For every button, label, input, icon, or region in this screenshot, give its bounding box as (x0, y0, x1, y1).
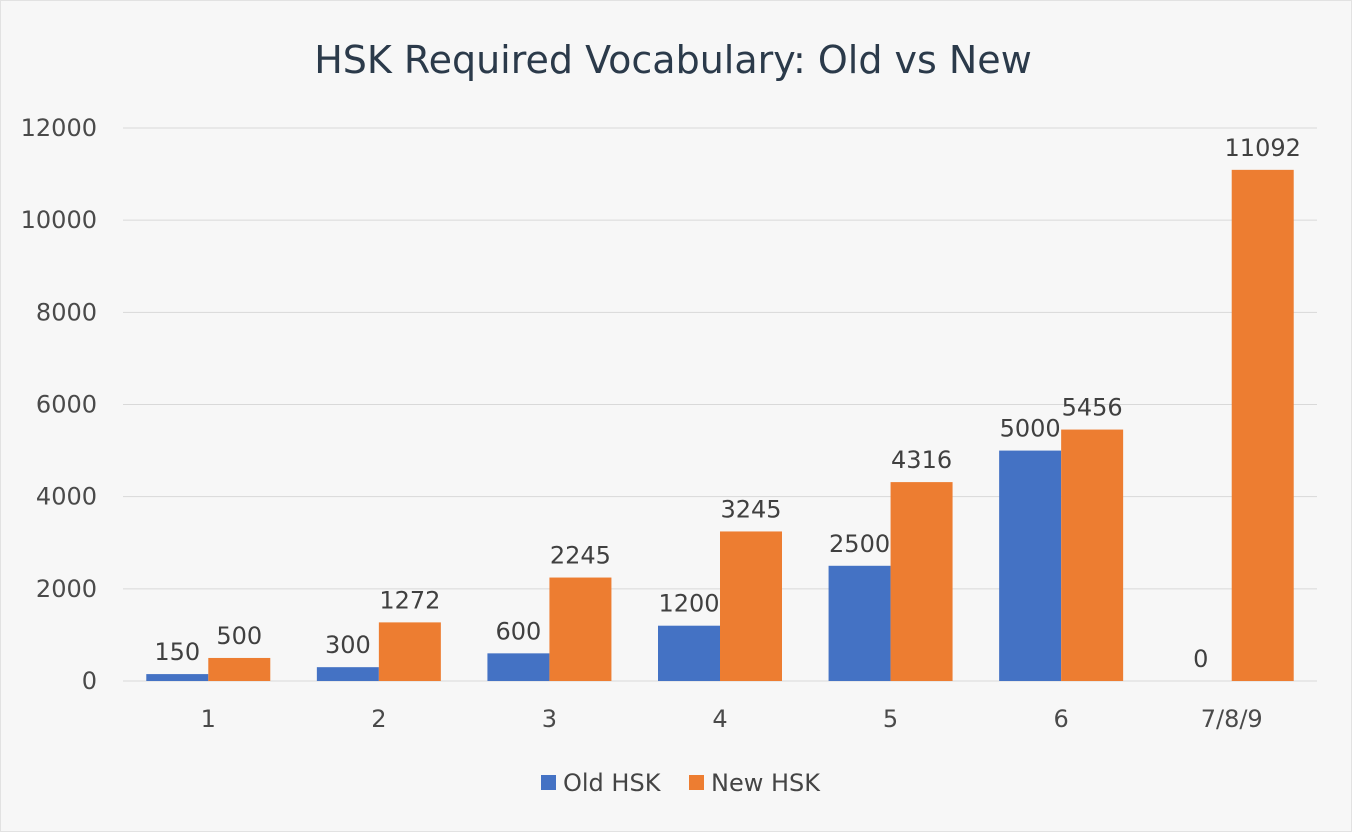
chart-title: HSK Required Vocabulary: Old vs New (314, 38, 1032, 82)
y-tick-label: 0 (82, 667, 97, 695)
bar-old-hsk (999, 450, 1062, 681)
legend-swatch (541, 775, 556, 790)
x-tick-label: 4 (712, 705, 727, 733)
bar-new-hsk (549, 577, 612, 681)
data-label: 0 (1193, 645, 1208, 673)
legend-label: Old HSK (563, 769, 662, 797)
x-axis-ticks: 1 2 3 4 5 6 7/8/9 (201, 705, 1263, 733)
bar-new-hsk (378, 622, 441, 681)
data-label: 300 (325, 631, 371, 659)
bar-new-hsk (208, 657, 271, 681)
y-tick-label: 2000 (36, 575, 97, 603)
data-label: 500 (216, 622, 262, 650)
legend-label: New HSK (711, 769, 821, 797)
y-tick-label: 6000 (36, 391, 97, 419)
data-label: 4316 (891, 446, 952, 474)
bar-new-hsk (720, 531, 782, 681)
x-tick-label: 7/8/9 (1201, 705, 1263, 733)
gridlines (123, 127, 1317, 682)
bar-old-hsk (146, 674, 209, 681)
data-label: 2245 (550, 542, 611, 570)
data-label: 2500 (829, 530, 890, 558)
bar-old-hsk (658, 625, 720, 681)
legend-swatch (689, 775, 704, 790)
bar-old-hsk (487, 653, 550, 681)
data-label: 5000 (1000, 415, 1061, 443)
data-label: 600 (496, 617, 542, 645)
data-labels: 150 500 300 1272 600 2245 1200 3245 2500 4316 5000… (154, 134, 1301, 673)
bar-old-hsk (316, 667, 379, 681)
bar-old-hsk (828, 565, 891, 681)
legend: Old HSK New HSK (541, 769, 821, 797)
data-label: 3245 (720, 495, 781, 523)
data-label: 5456 (1062, 394, 1123, 422)
y-axis-ticks: 0 2000 4000 6000 8000 10000 12000 (21, 114, 97, 695)
y-tick-label: 8000 (36, 298, 97, 326)
y-tick-label: 12000 (21, 114, 97, 142)
y-tick-label: 4000 (36, 483, 97, 511)
bar-new-hsk (1231, 169, 1294, 681)
data-label: 1200 (658, 590, 719, 618)
x-tick-label: 3 (542, 705, 557, 733)
bar-new-hsk (1061, 429, 1124, 681)
x-tick-label: 5 (883, 705, 898, 733)
data-label: 150 (154, 638, 200, 666)
data-label: 1272 (379, 586, 440, 614)
y-tick-label: 10000 (21, 206, 97, 234)
x-tick-label: 6 (1054, 705, 1069, 733)
x-tick-label: 2 (371, 705, 386, 733)
x-tick-label: 1 (201, 705, 216, 733)
bar-new-hsk (890, 482, 953, 681)
bars (146, 169, 1294, 681)
data-label: 11092 (1225, 134, 1301, 162)
